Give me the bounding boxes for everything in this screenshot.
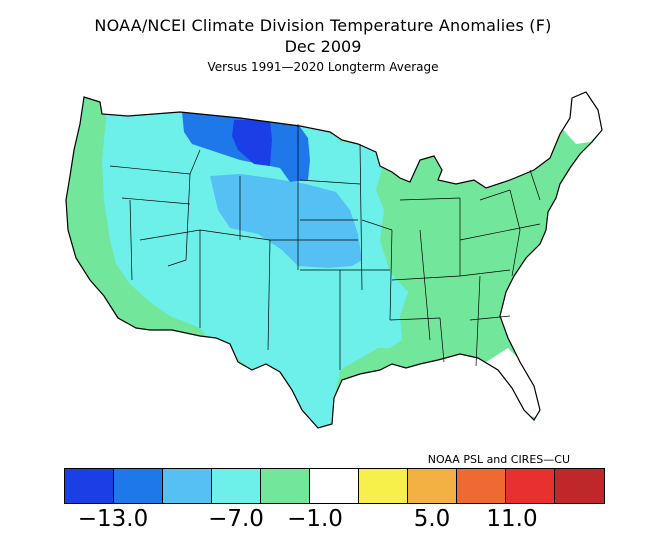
chart-subtitle: Versus 1991—2020 Longterm Average [207,60,439,74]
state-borders [109,124,541,370]
region-florida [480,348,542,420]
legend-tick-label: 11.0 [486,506,538,532]
legend-tick-label: −7.0 [208,506,264,532]
chart-date: Dec 2009 [284,37,362,56]
chart-title: NOAA/NCEI Climate Division Temperature A… [94,16,552,35]
legend-tick-label: −13.0 [77,506,149,532]
legend-swatch [359,469,408,503]
legend-tick-label: −1.0 [287,506,343,532]
legend-swatch [212,469,261,503]
region-central-plains [210,174,362,268]
legend-swatch [555,469,604,503]
legend-swatch [310,469,359,503]
us-climate-division-map [65,91,603,429]
legend-swatch [261,469,310,503]
legend-swatch [408,469,457,503]
legend-swatch [65,469,114,503]
credit-label: NOAA PSL and CIRES—CU [427,453,570,466]
legend-swatch [163,469,212,503]
legend-swatch [457,469,506,503]
legend-swatch [506,469,555,503]
legend-swatch [114,469,163,503]
region-northern-plains-core [232,120,272,166]
region-west-and-south-plains [102,100,408,428]
color-legend [64,468,605,504]
legend-tick-label: 5.0 [413,506,451,532]
